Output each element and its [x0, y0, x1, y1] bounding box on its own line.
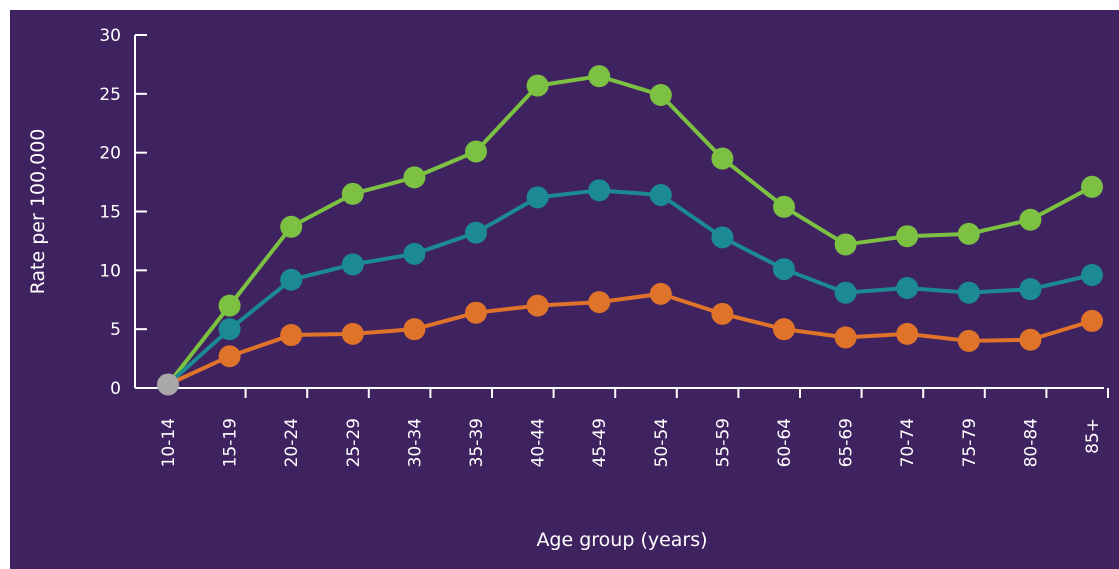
x-tick-label: 25-29: [344, 418, 364, 467]
series-line: [166, 188, 1093, 386]
data-point: [280, 215, 303, 238]
x-tick-label: 65-69: [837, 418, 857, 467]
data-point: [341, 182, 364, 205]
y-axis-ticks: 0 5 10 15 20 25 30: [99, 26, 147, 399]
x-tick-label: 20-24: [282, 418, 302, 467]
series-2: [167, 282, 1103, 387]
data-point: [280, 268, 303, 291]
data-point: [649, 84, 672, 107]
data-point: [957, 222, 980, 245]
data-point: [711, 147, 734, 170]
series-layer: [157, 65, 1103, 396]
data-point: [896, 225, 919, 248]
x-tick-label: 55-59: [713, 418, 733, 467]
series-0: [166, 65, 1103, 386]
series-line: [166, 74, 1093, 386]
data-point: [1081, 309, 1103, 332]
x-tick-label: 40-44: [529, 418, 549, 467]
x-axis-title: Age group (years): [536, 529, 707, 551]
y-tick-label: 30: [99, 26, 121, 46]
data-point: [403, 318, 426, 341]
data-point: [403, 166, 426, 189]
data-point: [1081, 175, 1103, 198]
x-tick-label: 85+: [1083, 418, 1103, 454]
x-tick-label: 80-84: [1021, 418, 1041, 467]
data-point: [773, 318, 795, 341]
data-point: [773, 258, 795, 281]
data-point: [465, 301, 487, 324]
data-point: [588, 291, 611, 314]
x-tick-label: 70-74: [898, 418, 918, 467]
y-tick-label: 20: [99, 144, 121, 164]
data-point: [649, 282, 672, 305]
x-tick-label: 60-64: [775, 418, 795, 467]
data-point: [465, 221, 487, 244]
data-point: [465, 140, 487, 163]
x-tick-label: 10-14: [159, 418, 179, 467]
x-tick-label: 50-54: [652, 418, 672, 467]
data-point: [588, 65, 611, 88]
x-tick-label: 45-49: [590, 418, 610, 467]
data-point: [341, 253, 364, 276]
x-tick-label: 30-34: [405, 418, 425, 467]
data-point: [218, 294, 241, 317]
data-point: [896, 322, 919, 345]
origin-data-point: [157, 373, 179, 396]
data-point: [957, 281, 980, 304]
data-point: [341, 322, 364, 345]
data-point: [1019, 278, 1042, 301]
y-tick-label: 0: [110, 379, 121, 399]
series-line: [167, 291, 1093, 387]
data-point: [218, 318, 241, 341]
y-tick-label: 25: [99, 85, 121, 105]
data-point: [526, 294, 549, 317]
data-point: [526, 186, 549, 209]
data-point: [1019, 208, 1042, 231]
y-tick-label: 5: [110, 320, 121, 340]
data-point: [280, 324, 303, 347]
data-point: [957, 329, 980, 352]
x-tick-label: 15-19: [221, 418, 241, 467]
data-point: [403, 242, 426, 265]
data-point: [711, 226, 734, 249]
data-point: [218, 345, 241, 368]
data-point: [1019, 328, 1042, 351]
x-tick-label: 75-79: [960, 418, 980, 467]
y-tick-label: 15: [99, 203, 121, 223]
x-axis-ticks: 10-14 15-19 20-24 25-29 30-34 35-39 40-44 45-49…: [159, 388, 1109, 467]
data-point: [588, 179, 611, 202]
data-point: [834, 281, 857, 304]
data-point: [1081, 264, 1103, 287]
data-point: [896, 276, 919, 299]
data-point: [834, 326, 857, 349]
series-1: [166, 179, 1103, 386]
data-point: [773, 195, 795, 218]
data-point: [834, 233, 857, 256]
data-point: [649, 184, 672, 207]
data-point: [526, 74, 549, 97]
y-axis-title: Rate per 100,000: [27, 129, 49, 295]
y-tick-label: 10: [99, 261, 121, 281]
data-point: [711, 302, 734, 325]
x-tick-label: 35-39: [467, 418, 487, 467]
